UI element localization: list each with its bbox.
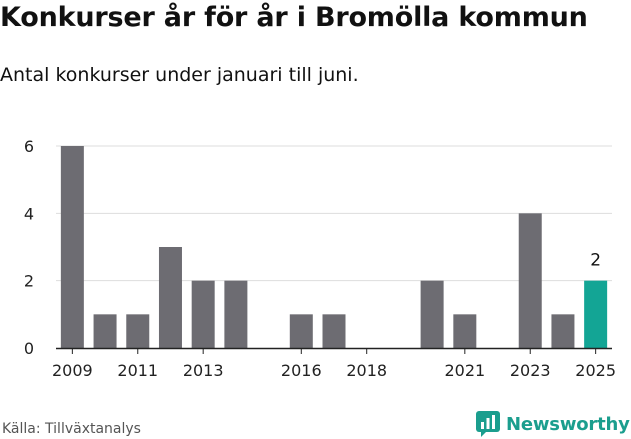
bar-2016 [289, 314, 313, 348]
y-axis-ticks: 0 2 4 6 [24, 137, 34, 358]
chart-title: Konkurser år för år i Bromölla kommun [0, 2, 588, 33]
bar-2021 [453, 314, 477, 348]
x-tick-label: 2013 [183, 361, 224, 380]
bar-2010 [93, 314, 117, 348]
bar-2017 [322, 314, 346, 348]
y-tick-label: 4 [24, 204, 34, 223]
bars [60, 146, 608, 348]
bar-2009 [60, 146, 84, 348]
bar-2024 [551, 314, 575, 348]
bar-2025 [584, 280, 608, 348]
newsworthy-logo-icon [476, 411, 500, 437]
y-tick-label: 0 [24, 339, 34, 358]
bar-2023 [518, 213, 542, 348]
chart-subtitle: Antal konkurser under januari till juni. [0, 64, 359, 86]
data-labels: 2 [590, 251, 601, 271]
x-tick-label: 2021 [444, 361, 485, 380]
y-tick-label: 2 [24, 272, 34, 291]
bar-2020 [420, 280, 444, 348]
brand-name: Newsworthy [506, 413, 630, 435]
bar-chart: 0 2 4 6 2009 2011 2013 2016 2018 2021 2023 2025 2 [24, 137, 616, 380]
x-tick-label: 2025 [575, 361, 616, 380]
data-label: 2 [590, 251, 601, 271]
bar-2011 [126, 314, 150, 348]
x-axis-ticks: 2009 2011 2013 2016 2018 2021 2023 2025 [52, 348, 616, 380]
y-tick-label: 6 [24, 137, 34, 156]
x-tick-label: 2018 [346, 361, 387, 380]
bar-2014 [224, 280, 248, 348]
x-tick-label: 2009 [52, 361, 93, 380]
bar-2012 [158, 247, 182, 348]
x-tick-label: 2011 [117, 361, 158, 380]
x-tick-label: 2023 [510, 361, 551, 380]
source-note: Källa: Tillväxtanalys [2, 421, 141, 437]
x-tick-label: 2016 [281, 361, 322, 380]
bar-2013 [191, 280, 215, 348]
newsworthy-logo: Newsworthy [475, 409, 630, 439]
